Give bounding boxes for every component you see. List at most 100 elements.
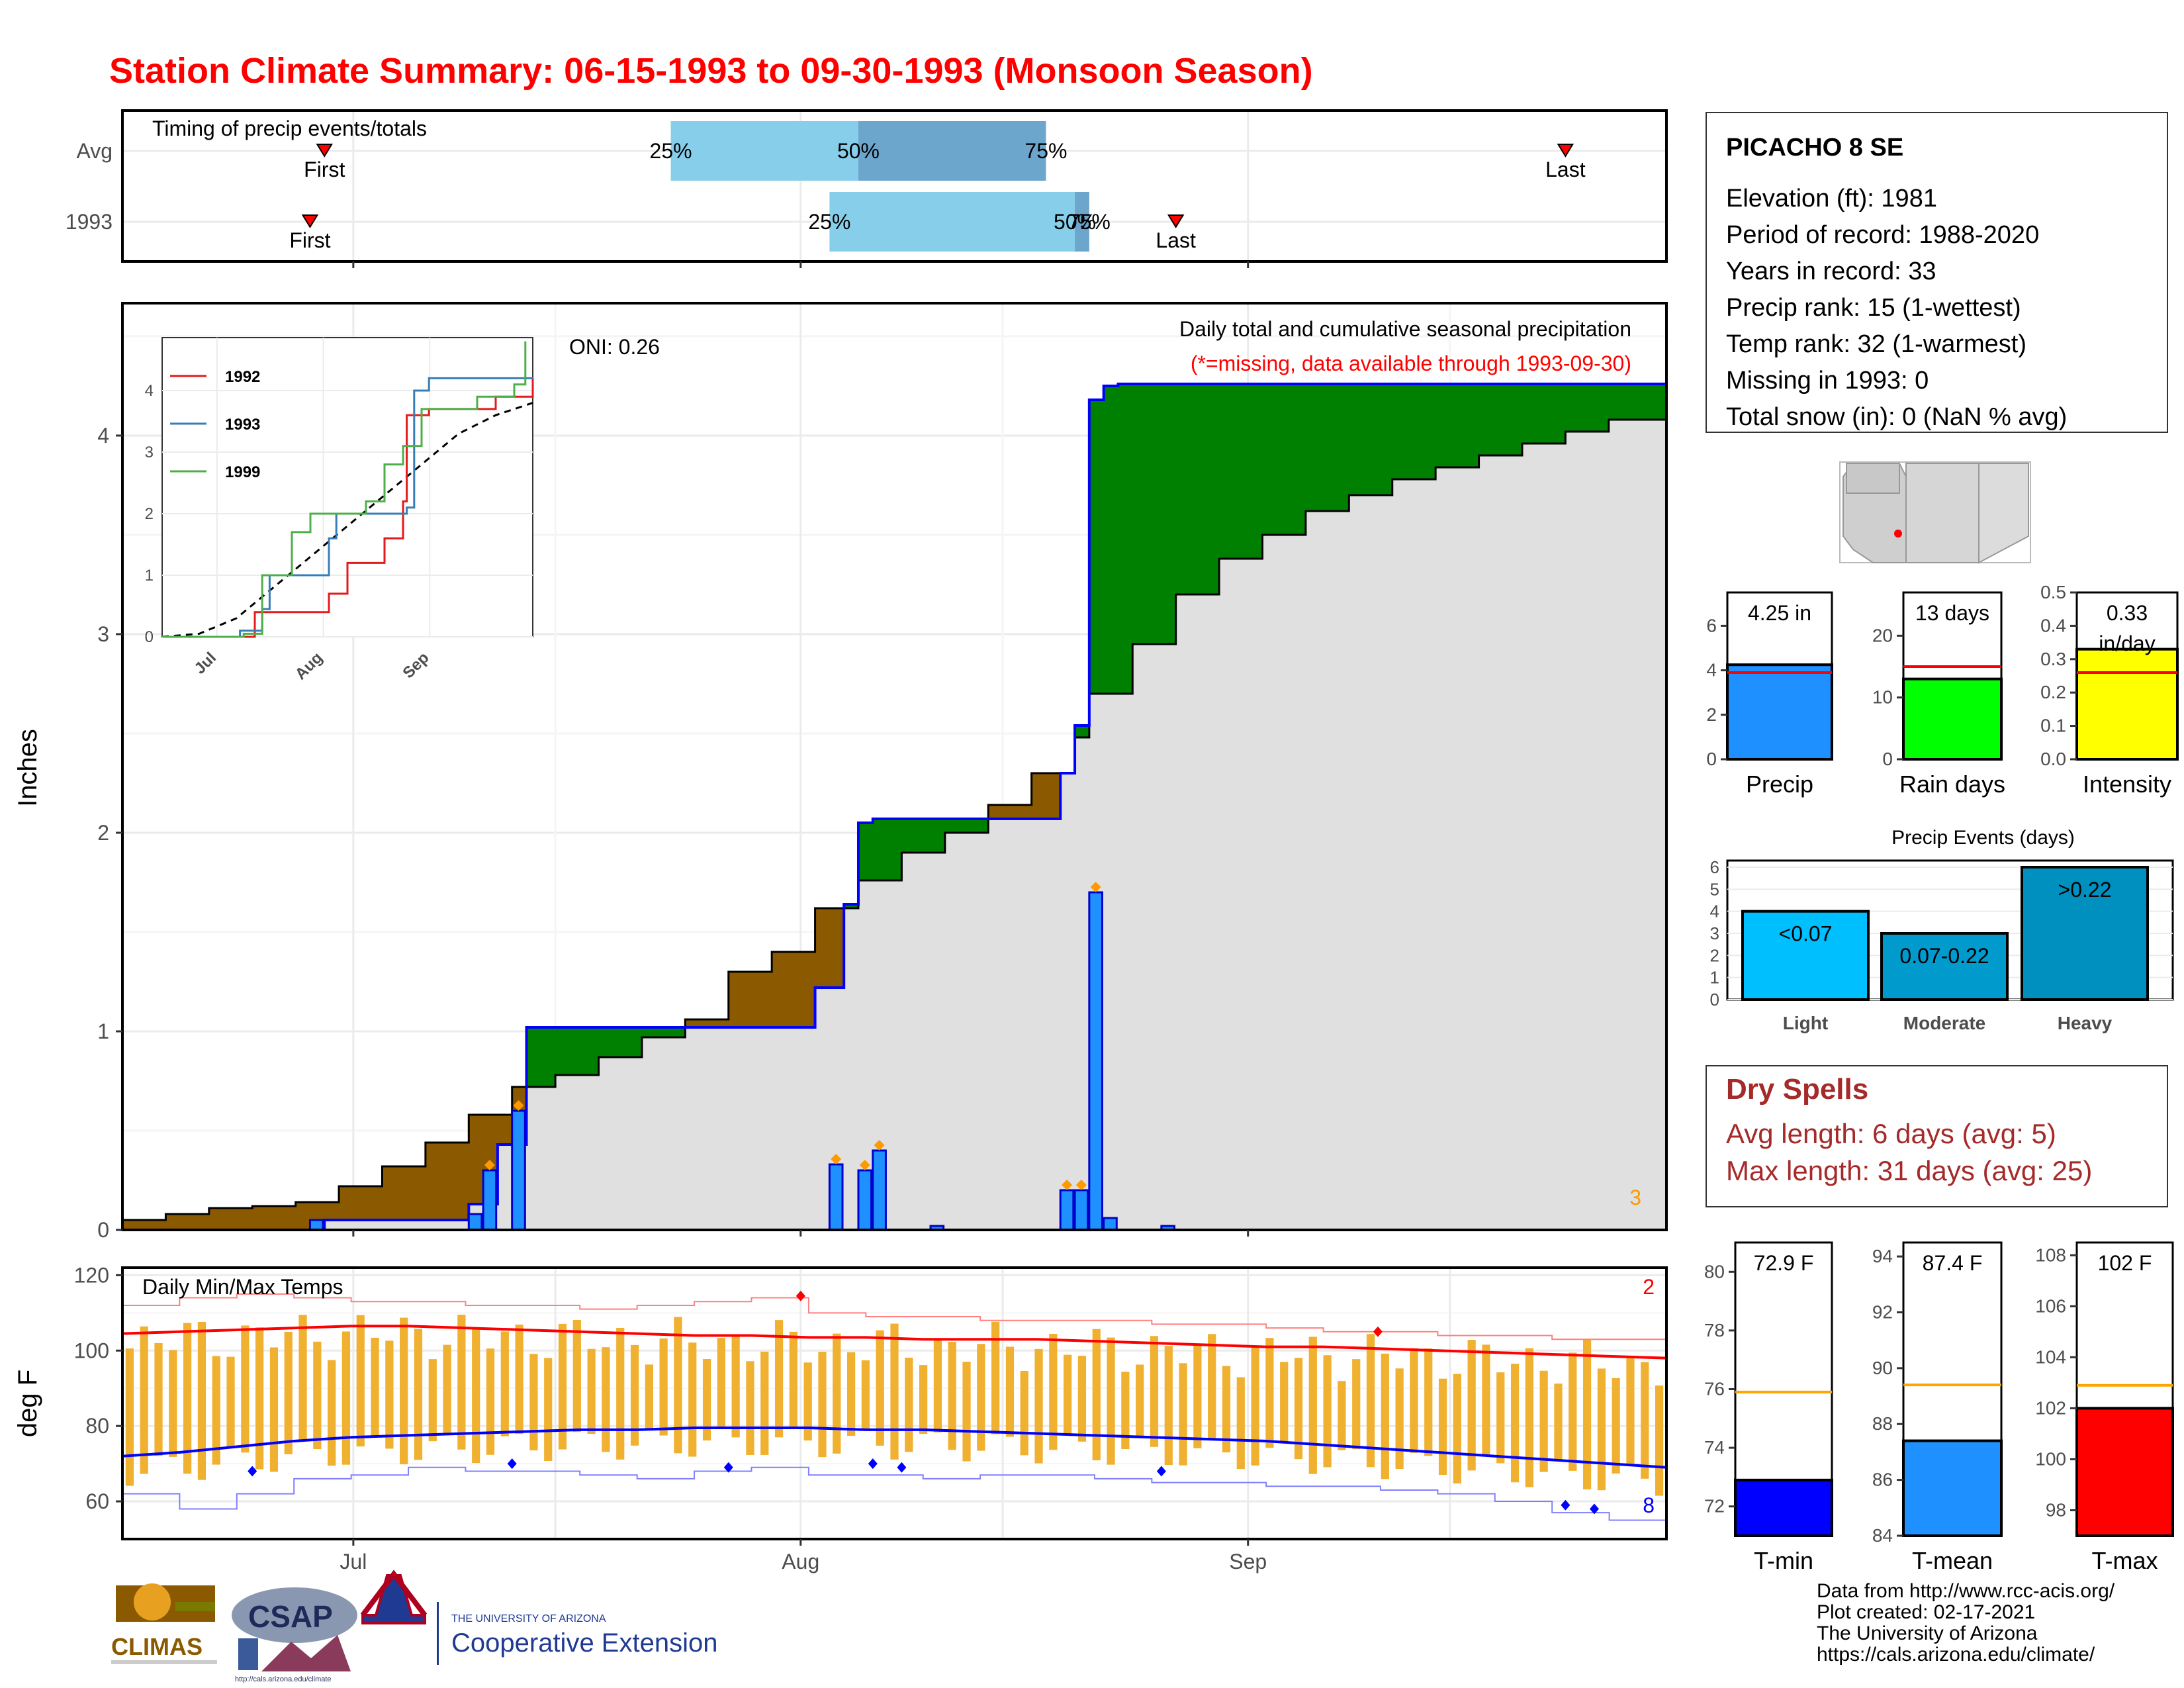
avg-cumulative-fill: [988, 819, 1032, 1230]
daily-temp-range-bar: [1554, 1383, 1563, 1461]
daily-temp-range-bar: [1510, 1364, 1520, 1483]
avg-cumulative-fill: [598, 1057, 643, 1230]
inset-year-line: [162, 378, 534, 638]
daily-temp-range-bar: [1569, 1352, 1577, 1471]
surplus-fill: [1608, 384, 1667, 420]
record-max-line: [122, 1293, 1667, 1343]
summary-intensity-category-label: Intensity: [2083, 771, 2171, 798]
summary-intensity-bar: [2075, 647, 2179, 761]
daily-temp-range-bar: [962, 1362, 971, 1462]
deficit-fill: [339, 1186, 383, 1220]
temp-ylabel: deg F: [13, 1370, 42, 1437]
avg-cumulative-fill: [844, 908, 859, 1230]
daily-record-marker: [831, 1154, 842, 1164]
summary-intensity-tick-label: 0.2: [2040, 682, 2066, 702]
record-low-marker: [1561, 1499, 1570, 1511]
temp-summary-tmean-tick-label: 86: [1872, 1470, 1893, 1490]
avg-cumulative-fill: [728, 1027, 772, 1230]
surplus-fill: [844, 904, 859, 908]
events-bar-label: <0.07: [1779, 922, 1833, 946]
surplus-fill: [959, 819, 989, 833]
summary-intensity: 0.33 in/day 0.0 0.1 0.2 0.3 0.4 0.5 Intensity: [2040, 582, 2179, 798]
daily-temp-range-bar: [414, 1329, 423, 1460]
deficit-fill: [1031, 773, 1046, 819]
first-event-label: First: [304, 158, 345, 181]
events-bar: [1880, 932, 2009, 1001]
summary-raindays-category-label: Rain days: [1899, 771, 2005, 798]
daily-temp-range-bar: [1193, 1343, 1202, 1448]
daily-temp-range-bar: [1338, 1381, 1346, 1450]
summary-raindays-value-label: 13 days: [1915, 601, 1989, 625]
avg-cumulative-fill: [454, 1220, 469, 1230]
last-event-label: Last: [1156, 228, 1196, 252]
daily-temp-range-bar: [717, 1338, 725, 1429]
daily-temp-range-bar: [688, 1342, 697, 1457]
summary-raindays-bar: [1902, 677, 2003, 761]
daily-temp-range-bar: [1077, 1356, 1087, 1442]
timing-p25-label: 25%: [650, 139, 692, 163]
surplus-fill: [1565, 384, 1610, 432]
daily-temp-range-bar: [328, 1360, 336, 1466]
avg-cumulative-fill: [1392, 479, 1436, 1230]
daily-temp-range-bar: [1308, 1336, 1317, 1474]
daily-temp-range-bar: [1612, 1378, 1620, 1474]
daily-temp-range-bar: [1150, 1336, 1159, 1447]
surplus-fill: [598, 1027, 643, 1057]
avg-cumulative-fill: [641, 1037, 686, 1230]
inset-y-tick-label: 3: [145, 444, 154, 461]
inset-y-tick-label: 0: [145, 628, 154, 646]
temp-corner-max: 2: [1643, 1275, 1655, 1299]
daily-temp-range-bar: [544, 1358, 553, 1461]
temp-summary-tmax-category-label: T-max: [2091, 1547, 2158, 1574]
avg-cumulative-fill: [1031, 819, 1046, 1230]
daily-temp-range-bar: [1539, 1370, 1548, 1472]
summary-intensity-value-label: 0.33: [2107, 601, 2148, 625]
page-title: Station Climate Summary: 06-15-1993 to 0…: [109, 51, 1313, 91]
surplus-fill: [641, 1027, 686, 1037]
surplus-fill: [1219, 384, 1263, 559]
timing-p25-label: 25%: [808, 210, 850, 234]
summary-precip-tick-label: 0: [1706, 749, 1717, 769]
timing-panel: Timing of precip events/totals Avg 25% 50%…: [66, 109, 1668, 268]
deficit-fill: [685, 1019, 729, 1027]
station-name: PICACHO 8 SE: [1726, 134, 1903, 162]
daily-temp-range-bar: [1467, 1340, 1476, 1471]
deficit-fill: [208, 1208, 253, 1230]
events-bar: [1741, 910, 1870, 1001]
daily-temp-range-bar: [630, 1344, 639, 1446]
daily-temp-range-bar: [905, 1358, 913, 1452]
daily-precip-bar: [1088, 891, 1103, 1231]
timing-p50-label: 50%: [837, 139, 880, 163]
avg-cumulative-fill: [1565, 432, 1610, 1230]
deficit-fill: [324, 1202, 340, 1220]
daily-temp-range-bar: [602, 1347, 610, 1452]
surplus-fill: [944, 819, 960, 833]
daily-temp-range-bar: [226, 1356, 235, 1448]
surplus-fill: [1349, 384, 1393, 495]
temp-x-tick-label: Sep: [1229, 1550, 1267, 1573]
avg-cumulative-fill: [1479, 455, 1523, 1230]
temp-summary-tmin-tick-label: 78: [1704, 1320, 1725, 1340]
daily-temp-range-bar: [948, 1342, 956, 1450]
daily-temp-range-bar: [1496, 1372, 1505, 1464]
temp-summary-tmin-tick-label: 80: [1704, 1261, 1725, 1282]
daily-temp-range-bar: [500, 1331, 509, 1436]
daily-temp-range-bar: [645, 1364, 653, 1430]
temp-y-tick-label: 80: [85, 1414, 109, 1438]
temp-summary-tmax-bar: [2075, 1407, 2174, 1538]
inset-y-tick-label: 4: [145, 382, 154, 400]
summary-intensity-tick-label: 0.5: [2040, 582, 2066, 602]
ua-big-text: Cooperative Extension: [451, 1628, 717, 1658]
temp-summary-tmin: 72.9 F 72 74 76 78 80 T-min: [1704, 1241, 1833, 1574]
last-event-marker: [1557, 144, 1574, 158]
timing-bar-lower-half: [670, 121, 858, 181]
avg-cumulative-fill: [944, 833, 960, 1230]
record-low-marker: [897, 1462, 907, 1473]
summary-precip-bar: [1726, 663, 1833, 761]
avg-cumulative-fill: [1103, 694, 1118, 1230]
events-category-label: Moderate: [1903, 1013, 1985, 1033]
daily-temp-range-bar: [313, 1341, 322, 1449]
deficit-fill: [382, 1166, 426, 1220]
dry-spells-avg: Avg length: 6 days (avg: 5): [1726, 1118, 2056, 1149]
events-category-label: Heavy: [2058, 1013, 2113, 1033]
